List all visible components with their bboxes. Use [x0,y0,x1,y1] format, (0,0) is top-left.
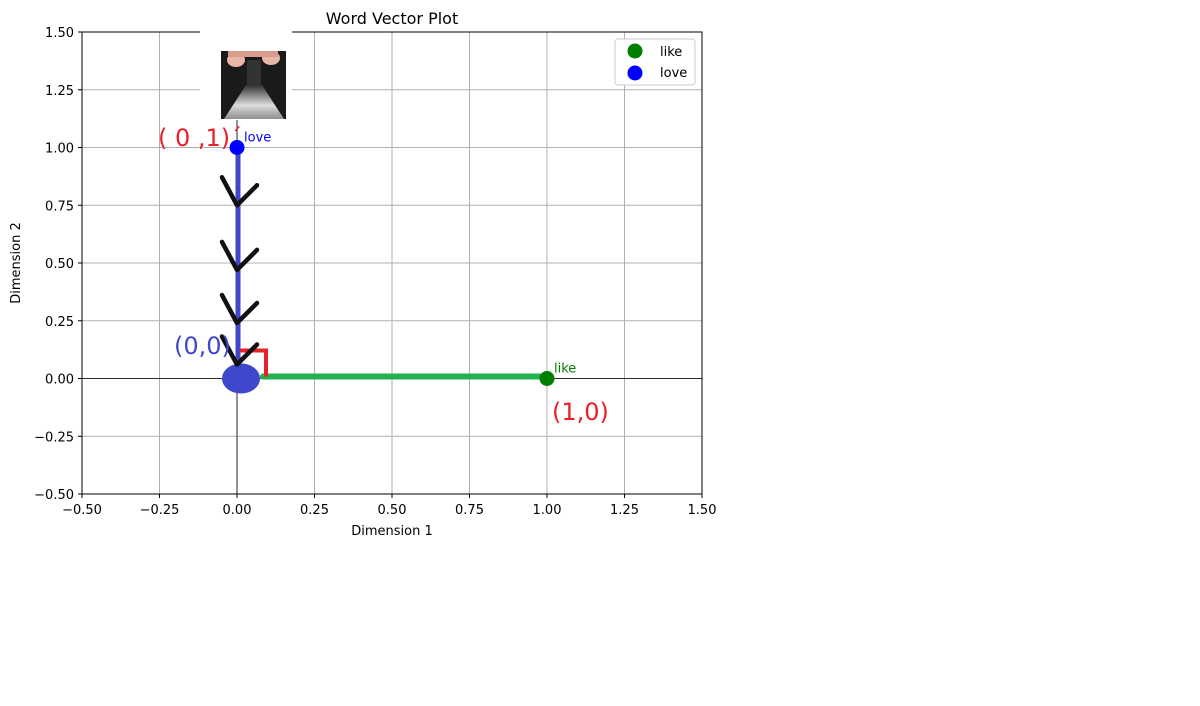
arrow-chevron-1 [219,175,260,208]
y-tick-label-4: 0.50 [45,257,74,272]
legend-label-like: like [660,45,682,60]
x-tick-label-6: 1.00 [533,503,562,518]
hand-drawn-annotations [219,145,546,394]
x-tick-label-7: 1.25 [610,503,639,518]
flashlight-photo [200,26,292,120]
annotation-like-coord: (1,0) [552,398,609,426]
y-tick-label-6: 1.00 [45,142,74,157]
point-love-0 [229,140,245,155]
x-tick-label-1: −0.25 [140,503,180,518]
x-tick-label-3: 0.25 [300,503,329,518]
y-tick-label-5: 0.75 [45,199,74,214]
y-tick-label-8: 1.50 [45,26,74,41]
arrow-chevron-2 [219,239,260,273]
y-tick-label-1: −0.25 [34,430,74,445]
x-tick-label-2: 0.00 [223,503,252,518]
arrow-chevron-4 [219,334,260,367]
x-tick-label-0: −0.50 [62,503,102,518]
y-tick-label-2: 0.00 [45,373,74,388]
arrow-chevron-3 [219,292,260,326]
point-label-like-0: like [554,362,576,377]
data-points: like love [229,131,576,386]
point-like-0 [539,371,555,386]
point-label-love-0: love [244,131,271,146]
legend-label-love: love [660,66,687,81]
y-axis-label: Dimension 2 [9,222,24,304]
legend-marker-love [627,65,643,81]
legend-marker-like [627,43,643,59]
axis-ticks: −0.50 −0.25 0.00 0.25 0.50 0.75 1.00 1.25 1.50 −0… [34,26,716,518]
x-tick-label-5: 0.75 [455,503,484,518]
annotation-love-coord: ( 0 ,1)´ [158,124,242,152]
legend: like love [614,38,696,86]
x-tick-label-8: 1.50 [688,503,717,518]
chart-title: Word Vector Plot [326,9,458,28]
x-axis-label: Dimension 1 [351,524,433,539]
y-tick-label-3: 0.25 [45,315,74,330]
annotation-origin-coord: (0,0) [174,332,231,360]
y-tick-label-0: −0.50 [34,488,74,503]
y-tick-label-7: 1.25 [45,84,74,99]
origin-blob [222,363,260,394]
x-tick-label-4: 0.50 [378,503,407,518]
